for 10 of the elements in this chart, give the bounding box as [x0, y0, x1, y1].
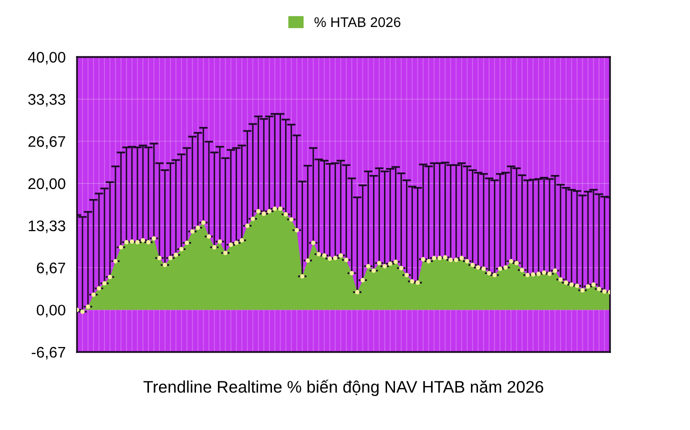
y-tick-label: 20,00	[28, 178, 66, 191]
y-tick-label: 33,33	[28, 94, 66, 107]
legend-label: % HTAB 2026	[314, 17, 400, 28]
y-tick-label: 40,00	[28, 52, 66, 64]
x-axis-title: Trendline Realtime % biến động NAV HTAB năm 2026	[143, 380, 544, 396]
y-tick-label: 13,33	[28, 220, 66, 234]
y-tick-label: 6,67	[36, 262, 66, 276]
y-tick-label: 0,00	[36, 304, 66, 318]
y-tick-label: 26,67	[28, 136, 66, 149]
y-tick-label: -6,67	[32, 346, 66, 360]
